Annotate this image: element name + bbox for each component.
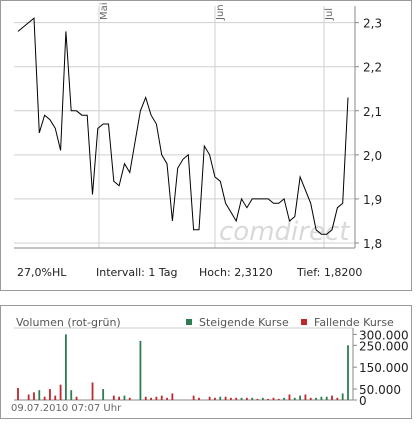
- hl-stat: 27,0%HL: [17, 266, 67, 279]
- volume-bar-falling: [224, 396, 227, 400]
- volume-bar-rising: [347, 345, 349, 400]
- volume-bar-falling: [245, 397, 248, 400]
- y-tick-label: 2,3: [363, 17, 382, 31]
- volume-bar-falling: [171, 393, 174, 400]
- volume-bar-falling: [304, 394, 307, 400]
- volume-bar-rising: [293, 397, 296, 400]
- interval-stat: Intervall: 1 Tag: [96, 266, 178, 279]
- volume-bar-rising: [70, 390, 73, 400]
- volume-bar-rising: [320, 396, 323, 400]
- volume-bar-rising: [325, 396, 328, 400]
- volume-bar-falling: [256, 398, 259, 400]
- price-chart-panel: comdirect Mai Jun Jul 2,3 2,2 2,1 2,0 1,9 1,8 27,…: [0, 0, 412, 291]
- volume-bar-falling: [59, 384, 62, 400]
- x-tick-label: Mai: [99, 2, 110, 20]
- volume-bar-falling: [166, 397, 168, 400]
- price-chart: comdirect Mai Jun Jul 2,3 2,2 2,1 2,0 1,9 1,8: [14, 2, 382, 251]
- legend-rising: Steigende Kurse: [186, 316, 289, 329]
- price-line: [17, 17, 349, 235]
- vol-y-tick-label: 50.000: [359, 383, 401, 397]
- vol-y-tick-label: 250.000: [359, 339, 409, 353]
- volume-bar-falling: [277, 398, 280, 400]
- volume-bar-rising: [65, 334, 67, 400]
- volume-bar-falling: [230, 397, 232, 400]
- volume-bar-falling: [267, 398, 270, 400]
- vol-y-tick-label: 0: [359, 394, 367, 408]
- volume-bar-falling: [27, 394, 30, 400]
- volume-bar-falling: [150, 397, 152, 400]
- volume-bar-falling: [336, 397, 339, 400]
- vol-y-tick-label: 300.000: [359, 328, 409, 342]
- y-tick-label: 2,2: [363, 61, 382, 75]
- volume-title: Volumen (rot-grün): [16, 316, 121, 329]
- volume-bar-falling: [208, 396, 211, 400]
- legend-rising-label: Steigende Kurse: [199, 316, 289, 329]
- volume-bar-rising: [315, 397, 317, 400]
- volume-bar-falling: [192, 395, 195, 400]
- high-stat: Hoch: 2,3120: [199, 266, 273, 279]
- legend-rising-swatch: [186, 319, 192, 325]
- volume-bar-falling: [49, 389, 51, 400]
- volume-bar-falling: [33, 392, 35, 400]
- volume-bar-rising: [219, 396, 222, 400]
- volume-bar-falling: [155, 396, 158, 400]
- y-tick-label: 1,8: [363, 237, 382, 251]
- vol-y-tick-label: 150.000: [359, 361, 409, 375]
- timestamp: 09.07.2010 07:07 Uhr: [11, 403, 122, 414]
- volume-bar-falling: [43, 396, 46, 400]
- volume-bar-falling: [272, 397, 275, 400]
- volume-bar-rising: [139, 340, 142, 400]
- x-tick-label: Jun: [215, 4, 226, 21]
- volume-bar-falling: [331, 395, 333, 400]
- volume-bar-rising: [38, 390, 41, 400]
- volume-bar-falling: [128, 397, 131, 400]
- volume-bar-falling: [118, 396, 121, 400]
- volume-bar-falling: [17, 387, 19, 400]
- legend-falling-swatch: [301, 319, 307, 325]
- volume-bar-rising: [240, 397, 243, 400]
- legend-falling-label: Fallende Kurse: [314, 316, 394, 329]
- volume-bar-falling: [54, 395, 57, 400]
- volume-bar-falling: [112, 395, 115, 400]
- volume-bar-rising: [102, 389, 105, 400]
- volume-bar-falling: [160, 395, 163, 400]
- volume-bar-falling: [309, 397, 312, 400]
- watermark: comdirect: [219, 217, 350, 247]
- volume-bar-rising: [299, 395, 301, 400]
- volume-bar-rising: [251, 397, 254, 400]
- volume-bar-rising: [283, 397, 286, 400]
- volume-bar-falling: [214, 397, 216, 400]
- volume-bar-falling: [75, 396, 78, 400]
- y-tick-label: 2,0: [363, 149, 382, 163]
- volume-bar-falling: [198, 397, 200, 400]
- volume-bar-falling: [144, 396, 147, 400]
- volume-bar-rising: [341, 393, 344, 400]
- volume-bar-rising: [261, 397, 264, 400]
- y-tick-label: 2,1: [363, 105, 382, 119]
- volume-bar-rising: [123, 395, 126, 400]
- volume-bar-falling: [288, 394, 291, 400]
- low-stat: Tief: 1,8200: [297, 266, 363, 279]
- volume-bar-falling: [235, 397, 238, 400]
- volume-chart-panel: 300.000 250.000 150.000 50.000 0: [0, 305, 412, 419]
- volume-bar-falling: [91, 382, 94, 400]
- legend-falling: Fallende Kurse: [301, 316, 394, 329]
- y-tick-label: 1,9: [363, 193, 382, 207]
- x-tick-label: Jul: [324, 8, 335, 21]
